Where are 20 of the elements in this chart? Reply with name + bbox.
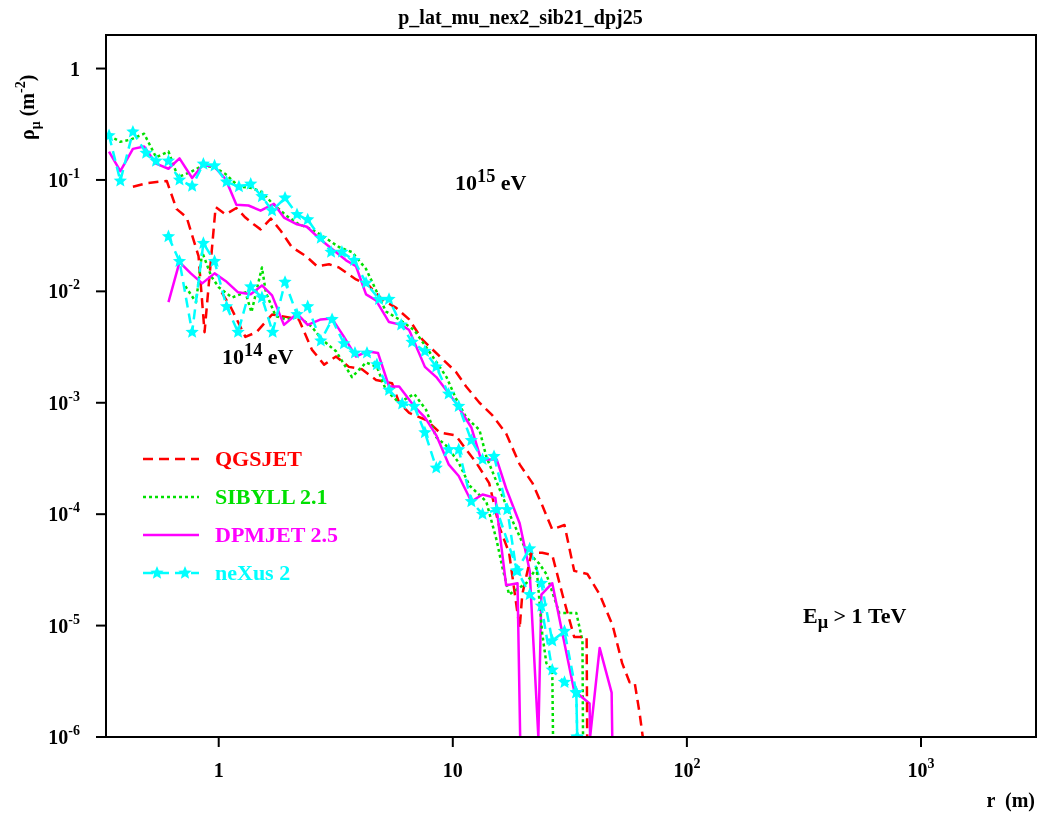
y-tick-label: 10$^{-5}$ [48, 611, 80, 637]
y-tick-label: 10$^{-6}$ [48, 723, 80, 748]
legend-label: neXus 2 [215, 560, 291, 586]
legend-label: QGSJET [215, 446, 302, 472]
x-tick-label: 10 [442, 759, 463, 781]
annotation: 10$^{15}$ eV [455, 166, 527, 197]
annotation: 10$^{14}$ eV [222, 340, 294, 371]
x-tick-label: 10$^{2}$ [673, 756, 701, 781]
chart-title: p_lat_mu_nex2_sib21_dpj25 [397, 6, 644, 29]
y-tick-label: 1 [70, 57, 80, 80]
x-tick-label: 10$^{3}$ [907, 756, 935, 781]
legend-label: SIBYLL 2.1 [215, 484, 328, 510]
annotation: E$_{μ}$ > 1 TeV [803, 603, 907, 634]
x-tick-label: 1 [213, 759, 224, 781]
y-tick-label: 10$^{-4}$ [48, 500, 80, 526]
y-tick-label: 10$^{-1}$ [48, 165, 80, 191]
y-tick-label: 10$^{-2}$ [48, 277, 80, 303]
legend-label: DPMJET 2.5 [215, 522, 339, 548]
x-axis-title: r (m) [986, 789, 1035, 812]
y-tick-label: 10$^{-3}$ [48, 388, 80, 414]
